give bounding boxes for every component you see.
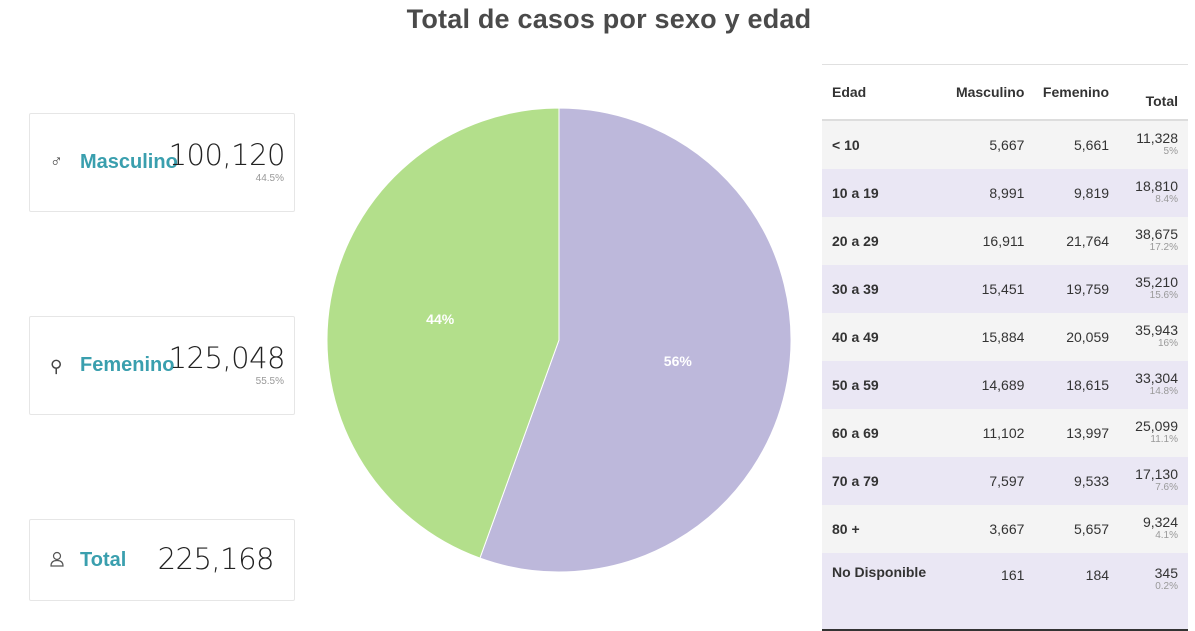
table-row: 20 a 29 16,911 21,764 38,675 17.2% <box>822 217 1188 265</box>
total-value-cell: 35,943 <box>1135 322 1178 338</box>
total-label: Total <box>80 549 127 571</box>
total-value-cell: 9,324 <box>1142 514 1178 530</box>
femenino-cell: 18,615 <box>1066 377 1110 393</box>
pie-label-masculino: 44% <box>426 311 455 327</box>
total-value-cell: 345 <box>1154 565 1178 581</box>
masculino-cell: 8,991 <box>989 185 1025 201</box>
total-pct-cell: 16% <box>1157 338 1178 349</box>
femenino-pct: 55.5% <box>255 376 284 387</box>
masculino-label: Masculino <box>80 151 178 173</box>
masculino-cell: 5,667 <box>989 137 1025 153</box>
total-pct-cell: 5% <box>1163 146 1178 157</box>
female-icon: ⚲ <box>50 357 63 376</box>
femenino-label: Femenino <box>80 354 175 376</box>
age-cell: 80 + <box>832 521 860 537</box>
total-pct-cell: 7.6% <box>1155 482 1178 493</box>
person-icon <box>50 551 64 572</box>
femenino-cell: 9,819 <box>1073 185 1110 201</box>
age-cell: < 10 <box>832 137 860 153</box>
masculino-cell: 11,102 <box>982 425 1025 441</box>
total-cell: 11,328 5% <box>1119 120 1188 169</box>
age-cell: 20 a 29 <box>832 233 879 249</box>
total-pct-cell: 8.4% <box>1155 194 1178 205</box>
total-pct-cell: 4.1% <box>1155 530 1178 541</box>
femenino-cell: 20,059 <box>1066 329 1110 345</box>
table-row: < 10 5,667 5,661 11,328 5% <box>822 120 1188 169</box>
table-row: 60 a 69 11,102 13,997 25,099 11.1% <box>822 409 1188 457</box>
total-cell: 17,130 7.6% <box>1119 457 1188 505</box>
femenino-value: 125,048 <box>168 341 286 375</box>
total-value: 225,168 <box>157 542 275 576</box>
femenino-cell: 184 <box>1085 567 1110 583</box>
header-total: Total <box>1119 64 1188 121</box>
femenino-cell: 21,764 <box>1066 233 1110 249</box>
total-value-cell: 25,099 <box>1135 418 1178 434</box>
table-row: 10 a 19 8,991 9,819 18,810 8.4% <box>822 169 1188 217</box>
header-masculino: Masculino <box>947 64 1035 121</box>
masculino-cell: 15,884 <box>981 329 1025 345</box>
total-value-cell: 18,810 <box>1135 178 1178 194</box>
pie-chart: 56% 44% <box>326 107 792 573</box>
age-cell: 50 a 59 <box>832 377 879 393</box>
total-value-cell: 11,328 <box>1136 130 1178 146</box>
total-value-cell: 35,210 <box>1135 274 1178 290</box>
male-icon: ♂ <box>50 152 63 171</box>
header-edad: Edad <box>822 64 948 121</box>
table-row: 80 + 3,667 5,657 9,324 4.1% <box>822 505 1188 553</box>
masculino-cell: 16,911 <box>982 233 1025 249</box>
total-value-cell: 33,304 <box>1135 370 1178 386</box>
femenino-cell: 19,759 <box>1066 281 1110 297</box>
table-row: 70 a 79 7,597 9,533 17,130 7.6% <box>822 457 1188 505</box>
masculino-cell: 14,689 <box>981 377 1025 393</box>
masculino-card: ♂ Masculino 100,120 44.5% <box>29 113 295 212</box>
femenino-cell: 5,657 <box>1073 521 1110 537</box>
total-value-cell: 17,130 <box>1135 466 1178 482</box>
masculino-value: 100,120 <box>168 138 286 172</box>
total-card: Total 225,168 <box>29 519 295 601</box>
femenino-cell: 9,533 <box>1073 473 1110 489</box>
total-cell: 35,943 16% <box>1119 313 1188 361</box>
total-cell: 9,324 4.1% <box>1119 505 1188 553</box>
total-pct-cell: 17.2% <box>1149 242 1178 253</box>
total-cell: 38,675 17.2% <box>1119 217 1188 265</box>
masculino-pct: 44.5% <box>255 173 284 184</box>
age-cell: 60 a 69 <box>832 425 879 441</box>
total-cell: 18,810 8.4% <box>1119 169 1188 217</box>
age-cell: 70 a 79 <box>832 473 879 489</box>
table-row: 40 a 49 15,884 20,059 35,943 16% <box>822 313 1188 361</box>
femenino-card: ⚲ Femenino 125,048 55.5% <box>29 316 295 415</box>
total-pct-cell: 0.2% <box>1155 581 1178 592</box>
total-pct-cell: 15.6% <box>1149 290 1178 301</box>
total-cell: 35,210 15.6% <box>1119 265 1188 313</box>
masculino-cell: 7,597 <box>989 473 1025 489</box>
total-cell: 25,099 11.1% <box>1119 409 1188 457</box>
age-cell: 30 a 39 <box>832 281 879 297</box>
age-cell: 40 a 49 <box>832 329 879 345</box>
femenino-cell: 13,997 <box>1066 425 1110 441</box>
table-row: 30 a 39 15,451 19,759 35,210 15.6% <box>822 265 1188 313</box>
cases-table: Edad Masculino Femenino Total < 10 5,667 5… <box>822 64 1188 631</box>
table-row: 50 a 59 14,689 18,615 33,304 14.8% <box>822 361 1188 409</box>
femenino-cell: 5,661 <box>1073 137 1110 153</box>
header-femenino: Femenino <box>1034 64 1120 121</box>
total-pct-cell: 14.8% <box>1149 386 1178 397</box>
total-value-cell: 38,675 <box>1135 226 1178 242</box>
pie-slice-masculino[interactable] <box>326 107 560 559</box>
masculino-cell: 15,451 <box>981 281 1025 297</box>
page-title: Total de casos por sexo y edad <box>406 4 812 34</box>
total-pct-cell: 11.1% <box>1150 434 1178 445</box>
masculino-cell: 3,667 <box>989 521 1025 537</box>
pie-slice-femenino[interactable] <box>479 107 792 573</box>
masculino-cell: 161 <box>1001 567 1025 583</box>
table-row: No Disponible 161 184 345 0.2% <box>822 553 1188 630</box>
total-cell: 345 0.2% <box>1119 553 1188 630</box>
age-cell: 10 a 19 <box>832 185 879 201</box>
age-cell: No Disponible <box>832 564 927 580</box>
pie-label-femenino: 56% <box>664 353 693 369</box>
total-cell: 33,304 14.8% <box>1119 361 1188 409</box>
